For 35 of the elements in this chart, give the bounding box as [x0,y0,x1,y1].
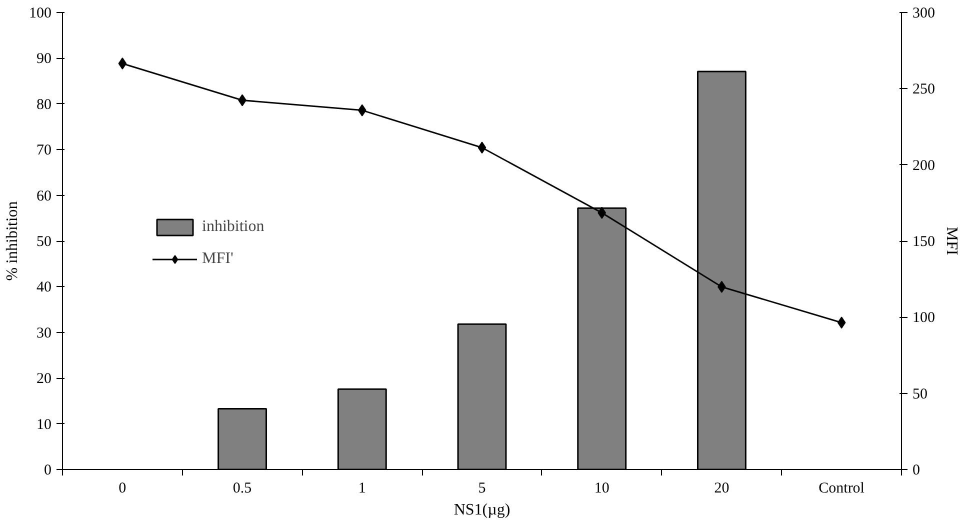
y2-axis-title: MFI [943,226,960,256]
y-tick-label: 70 [36,142,52,159]
y-tick-label: 20 [36,371,52,388]
y2-tick-label: 50 [912,386,928,402]
x-tick-label: 0 [118,480,126,496]
y-tick-label: 10 [36,416,52,433]
x-tick-label: 0.5 [232,480,252,496]
y-tick-label: 0 [44,462,52,478]
y2-tick-label: 0 [912,462,920,478]
legend-label: MFI' [202,250,234,268]
y2-tick-label: 250 [912,82,935,98]
legend-label: inhibition [202,218,264,236]
y-tick-label: 60 [36,188,52,204]
x-tick-label: 1 [358,480,366,496]
y-tick-label: 100 [29,6,52,22]
point [478,142,486,154]
y-tick-label: 40 [36,280,52,296]
y-tick-label: 50 [36,234,52,250]
y-tick-label: 80 [36,96,52,113]
y-tick-label: 30 [36,325,52,342]
x-tick-label: 5 [478,480,486,496]
point [837,316,846,329]
y-axis-title: % inhibition [4,201,21,281]
y2-tick-label: 150 [912,234,935,250]
x-axis-title: NS1(µg) [454,502,510,518]
y2-tick-label: 300 [912,6,935,22]
x-tick-label: Control [818,480,864,496]
point [118,58,127,70]
y2-tick-label: 200 [912,158,935,174]
y2-tick-label: 100 [912,310,935,326]
point [358,104,366,116]
x-tick-label: 10 [594,480,610,496]
point [598,206,606,219]
y-tick-label: 90 [36,51,52,68]
x-tick-label: 20 [714,480,730,496]
